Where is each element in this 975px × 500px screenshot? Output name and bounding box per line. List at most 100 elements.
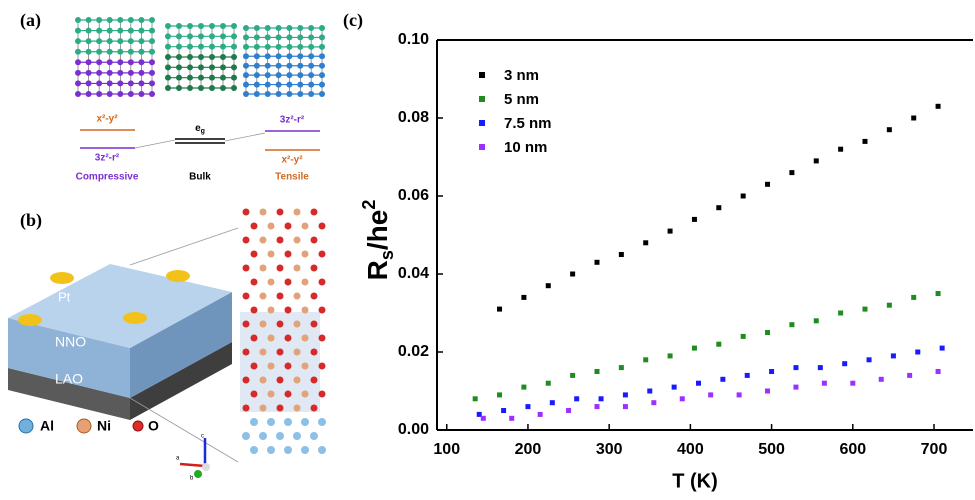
axis-arrow — [179, 462, 206, 468]
lattice-atom — [253, 53, 260, 60]
strain-label: Tensile — [275, 172, 309, 183]
lattice-atom — [220, 64, 226, 71]
lattice-atom — [96, 59, 103, 66]
point — [671, 384, 677, 390]
point — [622, 404, 628, 410]
point — [769, 369, 775, 374]
lattice-atom — [85, 38, 92, 45]
lattice-atom — [127, 27, 134, 34]
point — [886, 302, 892, 308]
lattice-atom — [75, 17, 81, 23]
lattice-atom — [243, 43, 249, 50]
lattice-atom — [231, 33, 237, 40]
point — [545, 380, 551, 386]
point — [821, 380, 827, 386]
point — [679, 396, 685, 402]
crystal-atom — [310, 236, 318, 244]
point — [708, 392, 714, 398]
level-sub: g — [201, 128, 205, 135]
lattice-atom — [165, 54, 171, 60]
crystal-atom — [242, 292, 250, 300]
crystal-atom — [259, 292, 267, 300]
point — [497, 306, 503, 312]
point — [866, 357, 872, 363]
point — [850, 380, 856, 386]
crystal-atom — [259, 404, 267, 412]
point — [476, 411, 482, 417]
lattice-atom — [106, 48, 113, 55]
layer-label: NNO — [55, 334, 86, 350]
lattice-atom — [198, 43, 204, 50]
level-label: x²-y² — [281, 155, 303, 166]
lattice-atom — [165, 23, 171, 29]
lattice-atom — [85, 69, 92, 76]
point — [566, 408, 572, 413]
lattice-atom — [138, 48, 145, 55]
point — [622, 392, 628, 398]
lattice-atom — [75, 38, 81, 45]
lattice-atom — [106, 91, 113, 97]
point — [789, 170, 795, 176]
y-tick-label: 0.10 — [398, 31, 429, 48]
crystal-atom — [301, 306, 309, 314]
crystal-atom — [242, 348, 250, 356]
crystal-atom — [293, 348, 301, 356]
lattice-atom — [149, 48, 155, 55]
pt-pad — [50, 272, 74, 284]
crystal-atom — [310, 348, 318, 356]
lattice-atom — [127, 17, 134, 23]
plot: 0.00 0.02 0.04 0.06 0.08 0.10 100 200 300 400 500 6… — [359, 31, 973, 492]
lao-side — [130, 342, 232, 420]
lattice-atom — [319, 53, 325, 60]
point — [594, 259, 600, 265]
lattice-atom — [275, 72, 282, 79]
lattice-atom — [187, 33, 193, 40]
point — [890, 353, 896, 359]
lattice-atom — [138, 27, 145, 34]
crystal-atom — [250, 418, 258, 426]
lattice-atom — [297, 25, 304, 31]
lattice-atom — [243, 81, 249, 88]
lattice-atom — [286, 72, 293, 79]
lattice-atom — [75, 48, 81, 55]
lattice-atom — [117, 91, 124, 97]
lattice-atom — [209, 64, 215, 71]
crystal-atom — [242, 236, 250, 244]
crystal-atom — [310, 320, 318, 328]
lattice-atom — [243, 34, 249, 41]
connector — [129, 227, 239, 266]
legend-label: 3 nm — [504, 67, 539, 84]
lattice-atom — [264, 34, 271, 41]
crystal-atom — [318, 250, 326, 258]
crystal-atom — [301, 390, 309, 398]
axis-triad — [179, 438, 210, 478]
point — [696, 380, 702, 386]
top-face — [8, 264, 232, 348]
lattice-atom — [96, 17, 103, 23]
lattice-atom — [231, 43, 237, 50]
lattice-atom — [165, 74, 171, 81]
point — [765, 330, 771, 335]
crystal-atom — [318, 446, 326, 454]
point — [570, 372, 576, 378]
panel-label: (b) — [20, 210, 42, 231]
level-label: 3z²-r² — [95, 153, 120, 164]
lattice-atom — [117, 27, 124, 34]
point — [497, 392, 503, 398]
crystal-atom — [250, 250, 258, 258]
axis-letter: c — [201, 434, 204, 440]
lattice-atom — [138, 91, 145, 97]
y-label-part: 2 — [359, 200, 379, 210]
point — [594, 369, 600, 374]
point — [501, 408, 507, 413]
legend-marker — [479, 96, 485, 102]
legend-label: 7.5 nm — [504, 115, 552, 132]
lattice-atom — [308, 81, 315, 88]
lattice-atom — [264, 25, 271, 31]
point — [765, 388, 771, 394]
lattice-atom — [209, 54, 215, 60]
pt-pad — [18, 314, 42, 326]
crystal-atom — [242, 264, 250, 272]
point — [838, 310, 844, 316]
pt-pad — [123, 312, 147, 324]
